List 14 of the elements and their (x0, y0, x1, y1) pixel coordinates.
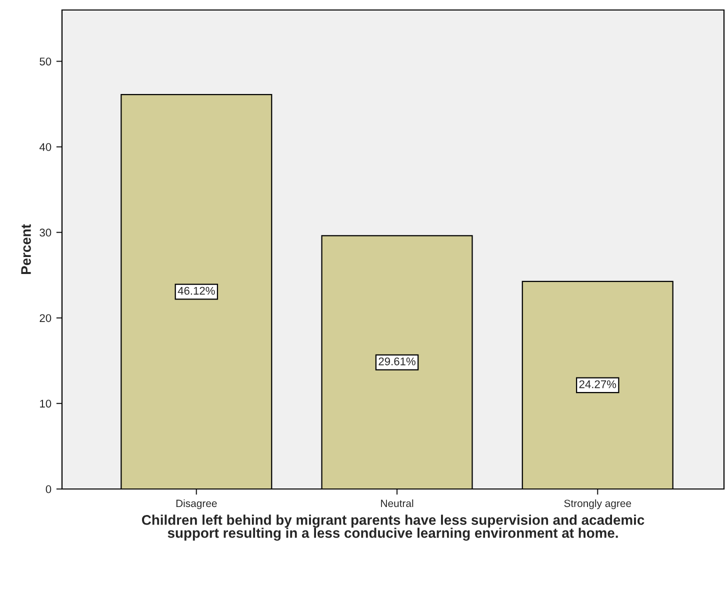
y-tick-label: 20 (40, 314, 52, 322)
x-axis-title: Children left behind by migrant parents have less supervision and academic support resulting in a less conducive learning environment at home. (142, 514, 644, 541)
y-tick-label: 40 (39, 143, 52, 151)
y-tick-label: 10 (40, 400, 52, 408)
x-tick-label: Disagree (176, 499, 217, 510)
data-label: 29.61% (378, 357, 416, 366)
y-tick-label: 0 (46, 485, 52, 494)
x-tick-label: Strongly agree (564, 499, 632, 510)
y-tick-label: 50 (40, 58, 52, 66)
data-label: 24.27% (579, 380, 616, 388)
data-label: 46.12% (178, 286, 215, 295)
y-tick-label: 30 (40, 228, 52, 237)
y-axis-title: Percent (21, 224, 31, 274)
x-tick-label: Neutral (381, 499, 414, 508)
